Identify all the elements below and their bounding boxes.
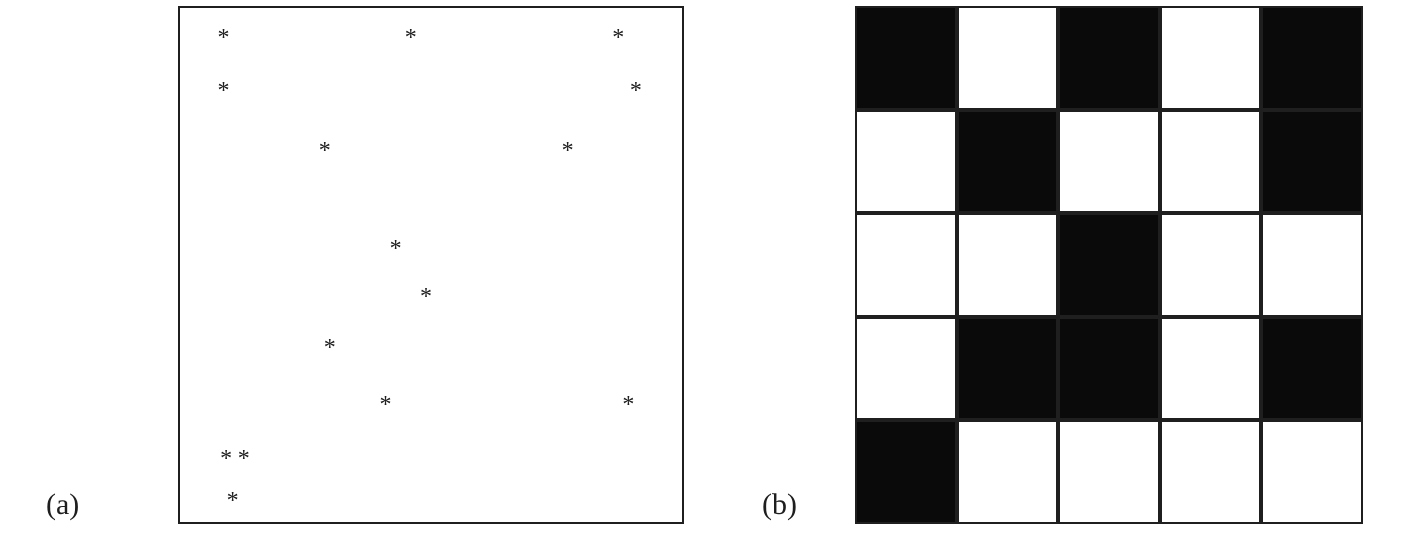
grid-cell xyxy=(957,420,1059,524)
scatter-point: * xyxy=(220,447,232,471)
scatter-point: * xyxy=(420,285,432,309)
scatter-point: * xyxy=(218,79,230,103)
scatter-point: * xyxy=(324,336,336,360)
grid-cell xyxy=(957,317,1059,421)
scatter-point: * xyxy=(218,26,230,50)
grid-cell xyxy=(855,110,957,214)
grid-cell xyxy=(1160,420,1262,524)
grid-cell xyxy=(957,6,1059,110)
grid-inner xyxy=(855,6,1363,524)
scatter-plot: *************** xyxy=(178,6,684,524)
grid-cell xyxy=(1261,420,1363,524)
binary-grid xyxy=(855,6,1363,524)
grid-cell xyxy=(1160,110,1262,214)
scatter-point: * xyxy=(612,26,624,50)
grid-cell xyxy=(1058,317,1160,421)
scatter-point: * xyxy=(562,139,574,163)
grid-cell xyxy=(855,317,957,421)
grid-cell xyxy=(1261,110,1363,214)
subplot-label-a: (a) xyxy=(46,490,79,520)
grid-cell xyxy=(1160,213,1262,317)
scatter-point: * xyxy=(630,79,642,103)
scatter-point: * xyxy=(405,26,417,50)
scatter-point: * xyxy=(390,237,402,261)
grid-cell xyxy=(957,110,1059,214)
grid-cell xyxy=(1160,317,1262,421)
grid-cell xyxy=(1058,420,1160,524)
grid-cell xyxy=(1261,213,1363,317)
scatter-point: * xyxy=(319,139,331,163)
grid-cell xyxy=(1058,110,1160,214)
grid-cell xyxy=(957,213,1059,317)
scatter-point: * xyxy=(227,489,239,513)
grid-cell xyxy=(1058,213,1160,317)
grid-cell xyxy=(1261,6,1363,110)
figure-canvas: (a) *************** (b) xyxy=(0,0,1412,539)
grid-cell xyxy=(855,6,957,110)
scatter-point: * xyxy=(622,393,634,417)
scatter-point: * xyxy=(379,393,391,417)
grid-cell xyxy=(1261,317,1363,421)
scatter-point: * xyxy=(238,447,250,471)
grid-cell xyxy=(1058,6,1160,110)
scatter-border xyxy=(178,6,684,524)
grid-cell xyxy=(855,420,957,524)
grid-cell xyxy=(1160,6,1262,110)
subplot-label-b: (b) xyxy=(762,490,797,520)
grid-cell xyxy=(855,213,957,317)
